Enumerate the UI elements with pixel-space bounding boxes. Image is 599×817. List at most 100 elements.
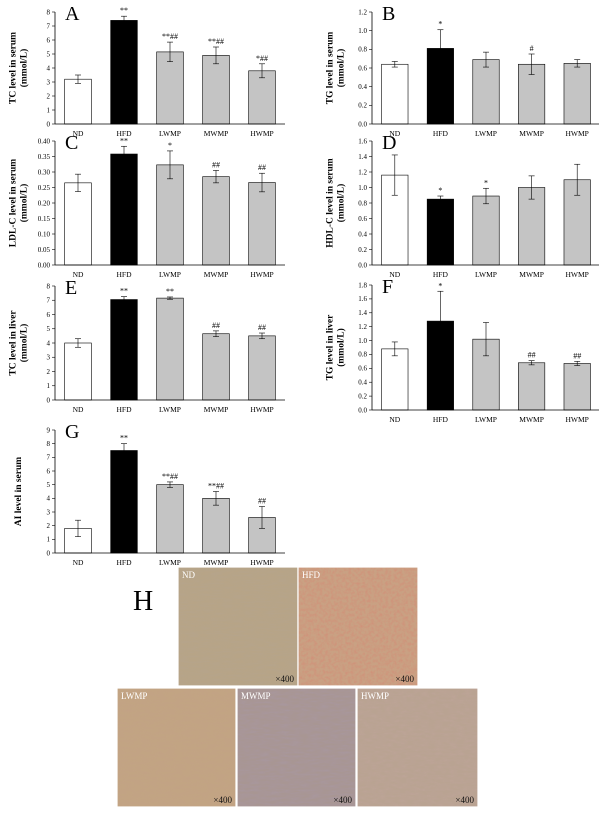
bar-hwmp bbox=[249, 71, 276, 124]
x-tick-label: ND bbox=[389, 415, 400, 424]
significance-mark: # bbox=[530, 44, 534, 53]
significance-mark: ## bbox=[258, 163, 266, 172]
y-tick-label: 0.0 bbox=[358, 406, 367, 414]
chart-b: BTG level in serum(mmol/L)0.00.20.40.60.… bbox=[326, 3, 599, 138]
y-tick-label: 2 bbox=[47, 92, 51, 100]
bar-hfd bbox=[111, 154, 138, 265]
panel-letter: E bbox=[65, 277, 77, 299]
bar-mwmp bbox=[203, 334, 230, 400]
y-tick-label: 1.6 bbox=[358, 137, 367, 145]
y-tick-label: 2 bbox=[47, 522, 51, 530]
micrograph-label: MWMP bbox=[241, 691, 271, 701]
y-tick-label: 1.2 bbox=[358, 8, 367, 16]
significance-mark: ** bbox=[166, 287, 174, 296]
micrograph-hfd: HFD×400 bbox=[298, 567, 418, 686]
y-axis-label: TC level in serum bbox=[9, 32, 19, 104]
y-tick-label: 0.25 bbox=[38, 184, 51, 192]
y-tick-label: 5 bbox=[47, 325, 51, 333]
significance-mark: * bbox=[168, 141, 172, 150]
bar-nd bbox=[382, 64, 408, 124]
y-tick-label: 1 bbox=[47, 536, 51, 544]
significance-mark: ## bbox=[528, 351, 536, 360]
micrograph-texture bbox=[237, 688, 356, 807]
significance-mark: * bbox=[438, 20, 442, 29]
x-tick-label: MWMP bbox=[519, 415, 544, 424]
micrograph-label: HWMP bbox=[361, 691, 389, 701]
y-axis-label: (mmol/L) bbox=[19, 184, 30, 223]
y-tick-label: 0.4 bbox=[358, 83, 367, 91]
bar-mwmp bbox=[203, 177, 230, 265]
y-axis-label: HDL-C level in serum bbox=[326, 158, 336, 248]
y-tick-label: 1.2 bbox=[358, 323, 367, 331]
y-tick-label: 1 bbox=[47, 382, 51, 390]
significance-mark: * bbox=[484, 178, 488, 187]
y-axis-label: (mmol/L) bbox=[336, 49, 347, 88]
y-tick-label: 0.4 bbox=[358, 230, 367, 238]
significance-mark: **## bbox=[208, 482, 224, 491]
bar-hwmp bbox=[564, 63, 590, 124]
micrograph-label: ND bbox=[182, 570, 195, 580]
x-tick-label: MWMP bbox=[519, 270, 544, 279]
x-tick-label: LWMP bbox=[475, 415, 497, 424]
magnification-label: ×400 bbox=[213, 795, 232, 805]
y-tick-label: 6 bbox=[47, 467, 51, 475]
significance-mark: ## bbox=[258, 497, 266, 506]
significance-mark: ## bbox=[212, 321, 220, 330]
y-tick-label: 0.20 bbox=[38, 199, 51, 207]
y-tick-label: 0.2 bbox=[358, 102, 367, 110]
y-tick-label: 3 bbox=[47, 354, 51, 362]
x-tick-label: ND bbox=[73, 558, 84, 567]
x-tick-label: HFD bbox=[433, 415, 449, 424]
y-axis-label: (mmol/L) bbox=[19, 324, 30, 363]
micrograph-mwmp: MWMP×400 bbox=[237, 688, 356, 807]
x-tick-label: LWMP bbox=[159, 405, 181, 414]
y-axis-label: TG level in serum bbox=[326, 32, 336, 105]
significance-mark: ** bbox=[120, 434, 128, 443]
x-tick-label: MWMP bbox=[204, 270, 229, 279]
x-tick-label: HWMP bbox=[250, 270, 273, 279]
y-tick-label: 1.6 bbox=[358, 295, 367, 303]
bar-hwmp bbox=[564, 363, 590, 410]
bar-nd bbox=[65, 343, 92, 400]
significance-mark: ## bbox=[258, 323, 266, 332]
panel-letter: D bbox=[382, 132, 396, 154]
bar-charts: ATC level in serum(mmol/L)012345678ND**H… bbox=[9, 3, 599, 567]
panel-letter: B bbox=[382, 3, 395, 25]
significance-mark: **## bbox=[208, 37, 224, 46]
y-tick-label: 8 bbox=[47, 8, 51, 16]
y-tick-label: 0.6 bbox=[358, 215, 367, 223]
x-tick-label: HWMP bbox=[250, 405, 273, 414]
y-tick-label: 0.6 bbox=[358, 64, 367, 72]
chart-f: FTG level in liver(mmol/L)0.00.20.40.60.… bbox=[326, 276, 599, 424]
y-tick-label: 8 bbox=[47, 440, 51, 448]
y-tick-label: 4 bbox=[47, 495, 51, 503]
bar-mwmp bbox=[518, 363, 544, 410]
y-tick-label: 6 bbox=[47, 311, 51, 319]
panel-letter: A bbox=[65, 3, 80, 25]
micrograph-texture bbox=[117, 688, 236, 807]
bar-nd bbox=[382, 349, 408, 410]
y-axis-label: LDL-C level in serum bbox=[9, 159, 19, 247]
y-tick-label: 1 bbox=[47, 106, 51, 114]
y-axis-label: TC level in liver bbox=[9, 310, 19, 376]
significance-mark: ** bbox=[120, 6, 128, 15]
bar-nd bbox=[65, 79, 92, 124]
x-tick-label: HWMP bbox=[566, 415, 589, 424]
y-axis-label: AI level in serum bbox=[14, 457, 24, 526]
bar-lwmp bbox=[157, 298, 184, 400]
bar-lwmp bbox=[157, 165, 184, 265]
y-tick-label: 0.10 bbox=[38, 230, 51, 238]
bar-mwmp bbox=[203, 498, 230, 553]
y-tick-label: 3 bbox=[47, 78, 51, 86]
x-tick-label: ND bbox=[73, 405, 84, 414]
y-tick-label: 9 bbox=[47, 426, 51, 434]
x-tick-label: HFD bbox=[116, 558, 132, 567]
magnification-label: ×400 bbox=[275, 674, 294, 684]
magnification-label: ×400 bbox=[395, 674, 414, 684]
x-tick-label: HFD bbox=[116, 270, 132, 279]
y-tick-label: 0.40 bbox=[38, 137, 51, 145]
y-tick-label: 6 bbox=[47, 36, 51, 44]
